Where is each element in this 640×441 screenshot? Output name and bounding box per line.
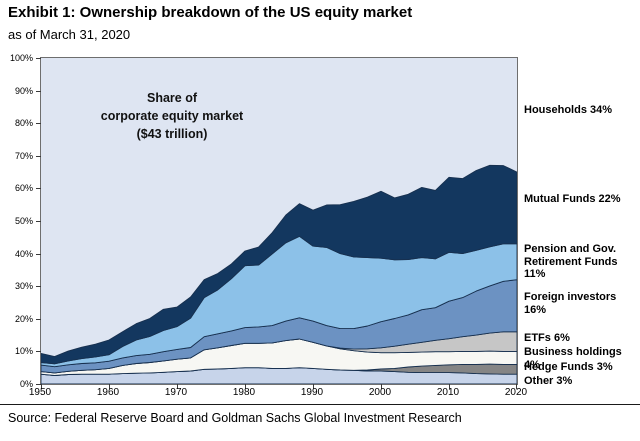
label-pension-funds: Pension and Gov. Retirement Funds 11%: [524, 243, 618, 280]
x-tick-mark: [109, 384, 110, 389]
stacked-area-chart: [41, 164, 517, 384]
x-tick-label: 1980: [232, 387, 256, 398]
label-foreign-investors: Foreign investors 16%: [524, 291, 617, 316]
y-tick-mark: [36, 155, 41, 157]
y-tick-label: 100%: [9, 53, 33, 63]
footer-divider: [0, 404, 640, 405]
y-tick-label: 10%: [14, 346, 33, 357]
x-tick-mark: [41, 384, 42, 389]
label-business-holdings: Business holdings 4%: [524, 346, 622, 371]
label-etfs: ETFs 6%: [524, 332, 570, 344]
y-tick-label: 30%: [14, 281, 33, 292]
x-tick-label: 2000: [368, 387, 392, 398]
y-tick-mark: [36, 253, 41, 255]
page-title: Exhibit 1: Ownership breakdown of the US…: [8, 4, 413, 21]
x-tick-label: 2010: [436, 387, 460, 398]
y-tick-label: 70%: [14, 150, 33, 161]
source-note: Source: Federal Reserve Board and Goldma…: [8, 411, 462, 425]
y-tick-mark: [36, 351, 41, 353]
chart-annotation: Share of corporate equity market ($43 tr…: [57, 90, 287, 143]
area-mutual-funds: [41, 164, 517, 365]
y-tick-mark: [36, 58, 41, 59]
y-tick-mark: [36, 188, 41, 190]
x-tick-mark: [516, 384, 517, 389]
x-tick-mark: [245, 384, 246, 389]
x-tick-label: 1950: [28, 387, 52, 398]
x-tick-mark: [177, 384, 178, 389]
y-tick-mark: [36, 318, 41, 320]
label-mutual-funds: Mutual Funds 22%: [524, 193, 621, 205]
y-tick-mark: [36, 384, 41, 385]
y-tick-label: 20%: [14, 313, 33, 324]
y-tick-label: 0%: [19, 379, 33, 389]
y-tick-mark: [36, 221, 41, 222]
y-tick-label: 50%: [14, 216, 33, 226]
y-axis-labels: 0% 10% 20% 30% 40% 50% 60% 70% 80% 90% 100%: [0, 53, 35, 389]
y-tick-mark: [36, 286, 41, 288]
plot-area: Share of corporate equity market ($43 tr…: [36, 57, 518, 389]
x-tick-label: 1990: [300, 387, 324, 398]
x-tick-mark: [313, 384, 314, 389]
x-tick-label: 1960: [96, 387, 120, 398]
annotation-line-2: corporate equity market: [100, 108, 244, 123]
x-tick-label: 1970: [164, 387, 188, 398]
label-other: Other 3%: [524, 375, 573, 387]
y-tick-label: 40%: [14, 248, 33, 259]
annotation-line-1: Share of: [146, 91, 197, 105]
x-tick-label: 2020: [504, 387, 528, 398]
y-tick-mark: [36, 90, 41, 92]
x-axis-labels: 1950 1960 1970 1980 1990 2000 2010 2020: [29, 387, 527, 401]
label-households: Households 34%: [524, 104, 613, 116]
y-tick-label: 80%: [14, 118, 33, 129]
x-tick-mark: [381, 384, 382, 389]
page-subtitle: as of March 31, 2020: [8, 27, 131, 42]
label-hedge-funds: Hedge Funds 3%: [524, 361, 613, 373]
y-tick-label: 60%: [14, 183, 33, 194]
y-tick-label: 90%: [14, 85, 33, 96]
y-tick-mark: [36, 123, 41, 125]
annotation-line-3: ($43 trillion): [136, 126, 208, 141]
x-tick-mark: [449, 384, 450, 389]
series-labels: Households 34% Mutual Funds 22% Pension …: [524, 57, 638, 387]
